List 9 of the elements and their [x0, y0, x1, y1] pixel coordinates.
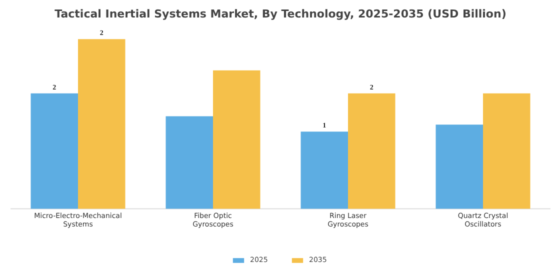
bar	[483, 93, 530, 209]
bar	[213, 70, 260, 209]
bar	[78, 39, 126, 209]
bar	[436, 124, 483, 209]
bar	[348, 93, 396, 209]
bar	[166, 116, 213, 209]
chart-title: Tactical Inertial Systems Market, By Technology, 2025-2035 (USD Billion)	[54, 8, 506, 20]
bar	[300, 132, 348, 209]
bar	[30, 93, 78, 209]
